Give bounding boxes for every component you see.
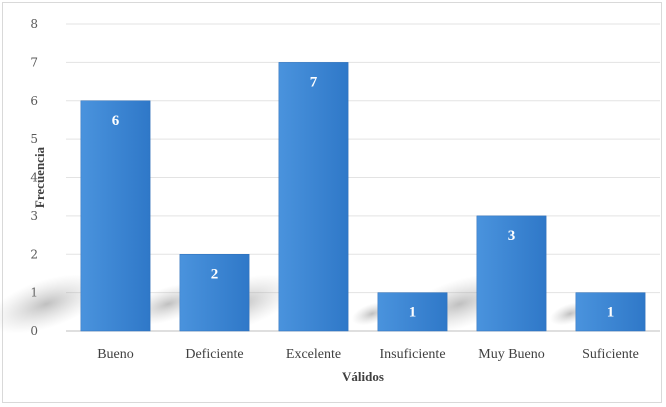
y-tick-label: 4 [30, 171, 38, 185]
gridlines [66, 23, 660, 332]
bar [80, 100, 151, 332]
bar-shadow [0, 274, 105, 334]
x-tick-label: Insuficiente [379, 347, 445, 362]
x-tick-label: Excelente [286, 347, 341, 362]
bar [476, 215, 547, 332]
x-tick-label: Suficiente [582, 347, 639, 362]
bar [179, 254, 250, 332]
x-tick-label: Deficiente [185, 347, 243, 362]
y-tick-label: 7 [30, 55, 38, 69]
data-label: 1 [607, 305, 615, 321]
y-tick-label: 6 [30, 94, 38, 108]
y-axis-title: Frecuencia [32, 146, 47, 208]
x-axis-title: Válidos [342, 369, 384, 384]
data-label: 7 [310, 74, 318, 90]
data-label: 1 [409, 305, 417, 321]
x-tick-label: Muy Bueno [478, 347, 545, 362]
y-tick-label: 8 [30, 17, 38, 31]
y-tick-label: 5 [30, 132, 38, 146]
bar [575, 292, 646, 332]
bar [377, 292, 448, 332]
data-label: 2 [211, 266, 219, 282]
data-label: 6 [112, 113, 120, 129]
data-label: 3 [508, 228, 516, 244]
x-tick-labels: Bueno Deficiente Excelente Insuficiente Muy … [97, 347, 639, 362]
bars [80, 62, 646, 332]
data-labels: 6 2 7 1 3 1 [112, 74, 615, 320]
y-tick-label: 3 [30, 209, 38, 223]
bar [278, 62, 349, 332]
y-tick-label: 2 [30, 247, 38, 261]
x-tick-label: Bueno [97, 347, 134, 362]
